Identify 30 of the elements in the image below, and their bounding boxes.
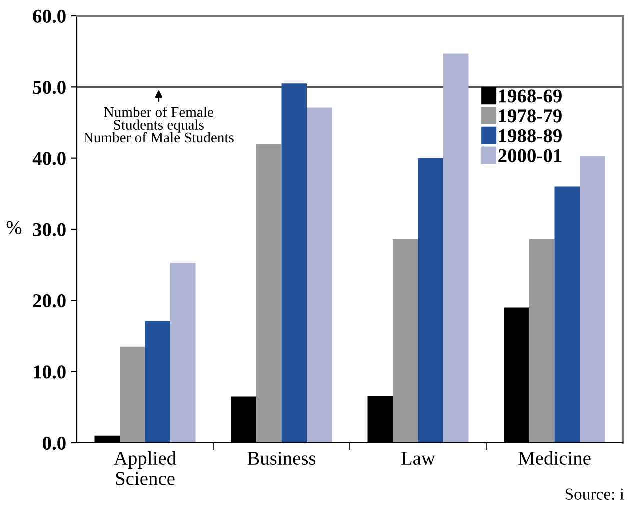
bar bbox=[418, 158, 444, 443]
bar bbox=[580, 156, 606, 443]
y-tick-label: 50.0 bbox=[33, 80, 66, 94]
legend-label: 1968-69 bbox=[499, 90, 562, 103]
y-tick-label: 30.0 bbox=[33, 223, 66, 237]
y-axis-title: % bbox=[6, 221, 22, 234]
y-tick-label: 20.0 bbox=[33, 294, 66, 308]
bar bbox=[256, 144, 282, 443]
legend-label: 2000-01 bbox=[498, 149, 562, 162]
ref-line-label: Number of Female Students equals Number of Male Students bbox=[84, 106, 234, 143]
legend-label: 1988-89 bbox=[499, 129, 562, 143]
bar bbox=[282, 84, 307, 443]
bar bbox=[307, 108, 332, 443]
y-tick-label: 10.0 bbox=[34, 366, 66, 379]
bar bbox=[392, 239, 418, 443]
legend-label: 1978-79 bbox=[499, 110, 562, 123]
x-tick-label: Business bbox=[248, 452, 316, 466]
x-tick-label: Medicine bbox=[518, 451, 591, 466]
bar bbox=[529, 239, 555, 443]
y-tick-label: 0.0 bbox=[43, 436, 66, 450]
y-tick-label: 60.0 bbox=[33, 10, 66, 24]
bar bbox=[554, 186, 580, 443]
x-tick-label: Applied Science bbox=[114, 451, 176, 486]
x-tick-label: Law bbox=[402, 452, 436, 466]
bar bbox=[120, 346, 146, 443]
bar bbox=[444, 54, 469, 443]
y-tick-label: 40.0 bbox=[32, 152, 66, 166]
source-note: Source: i bbox=[566, 488, 624, 500]
bar bbox=[170, 262, 196, 443]
bar bbox=[145, 321, 170, 443]
